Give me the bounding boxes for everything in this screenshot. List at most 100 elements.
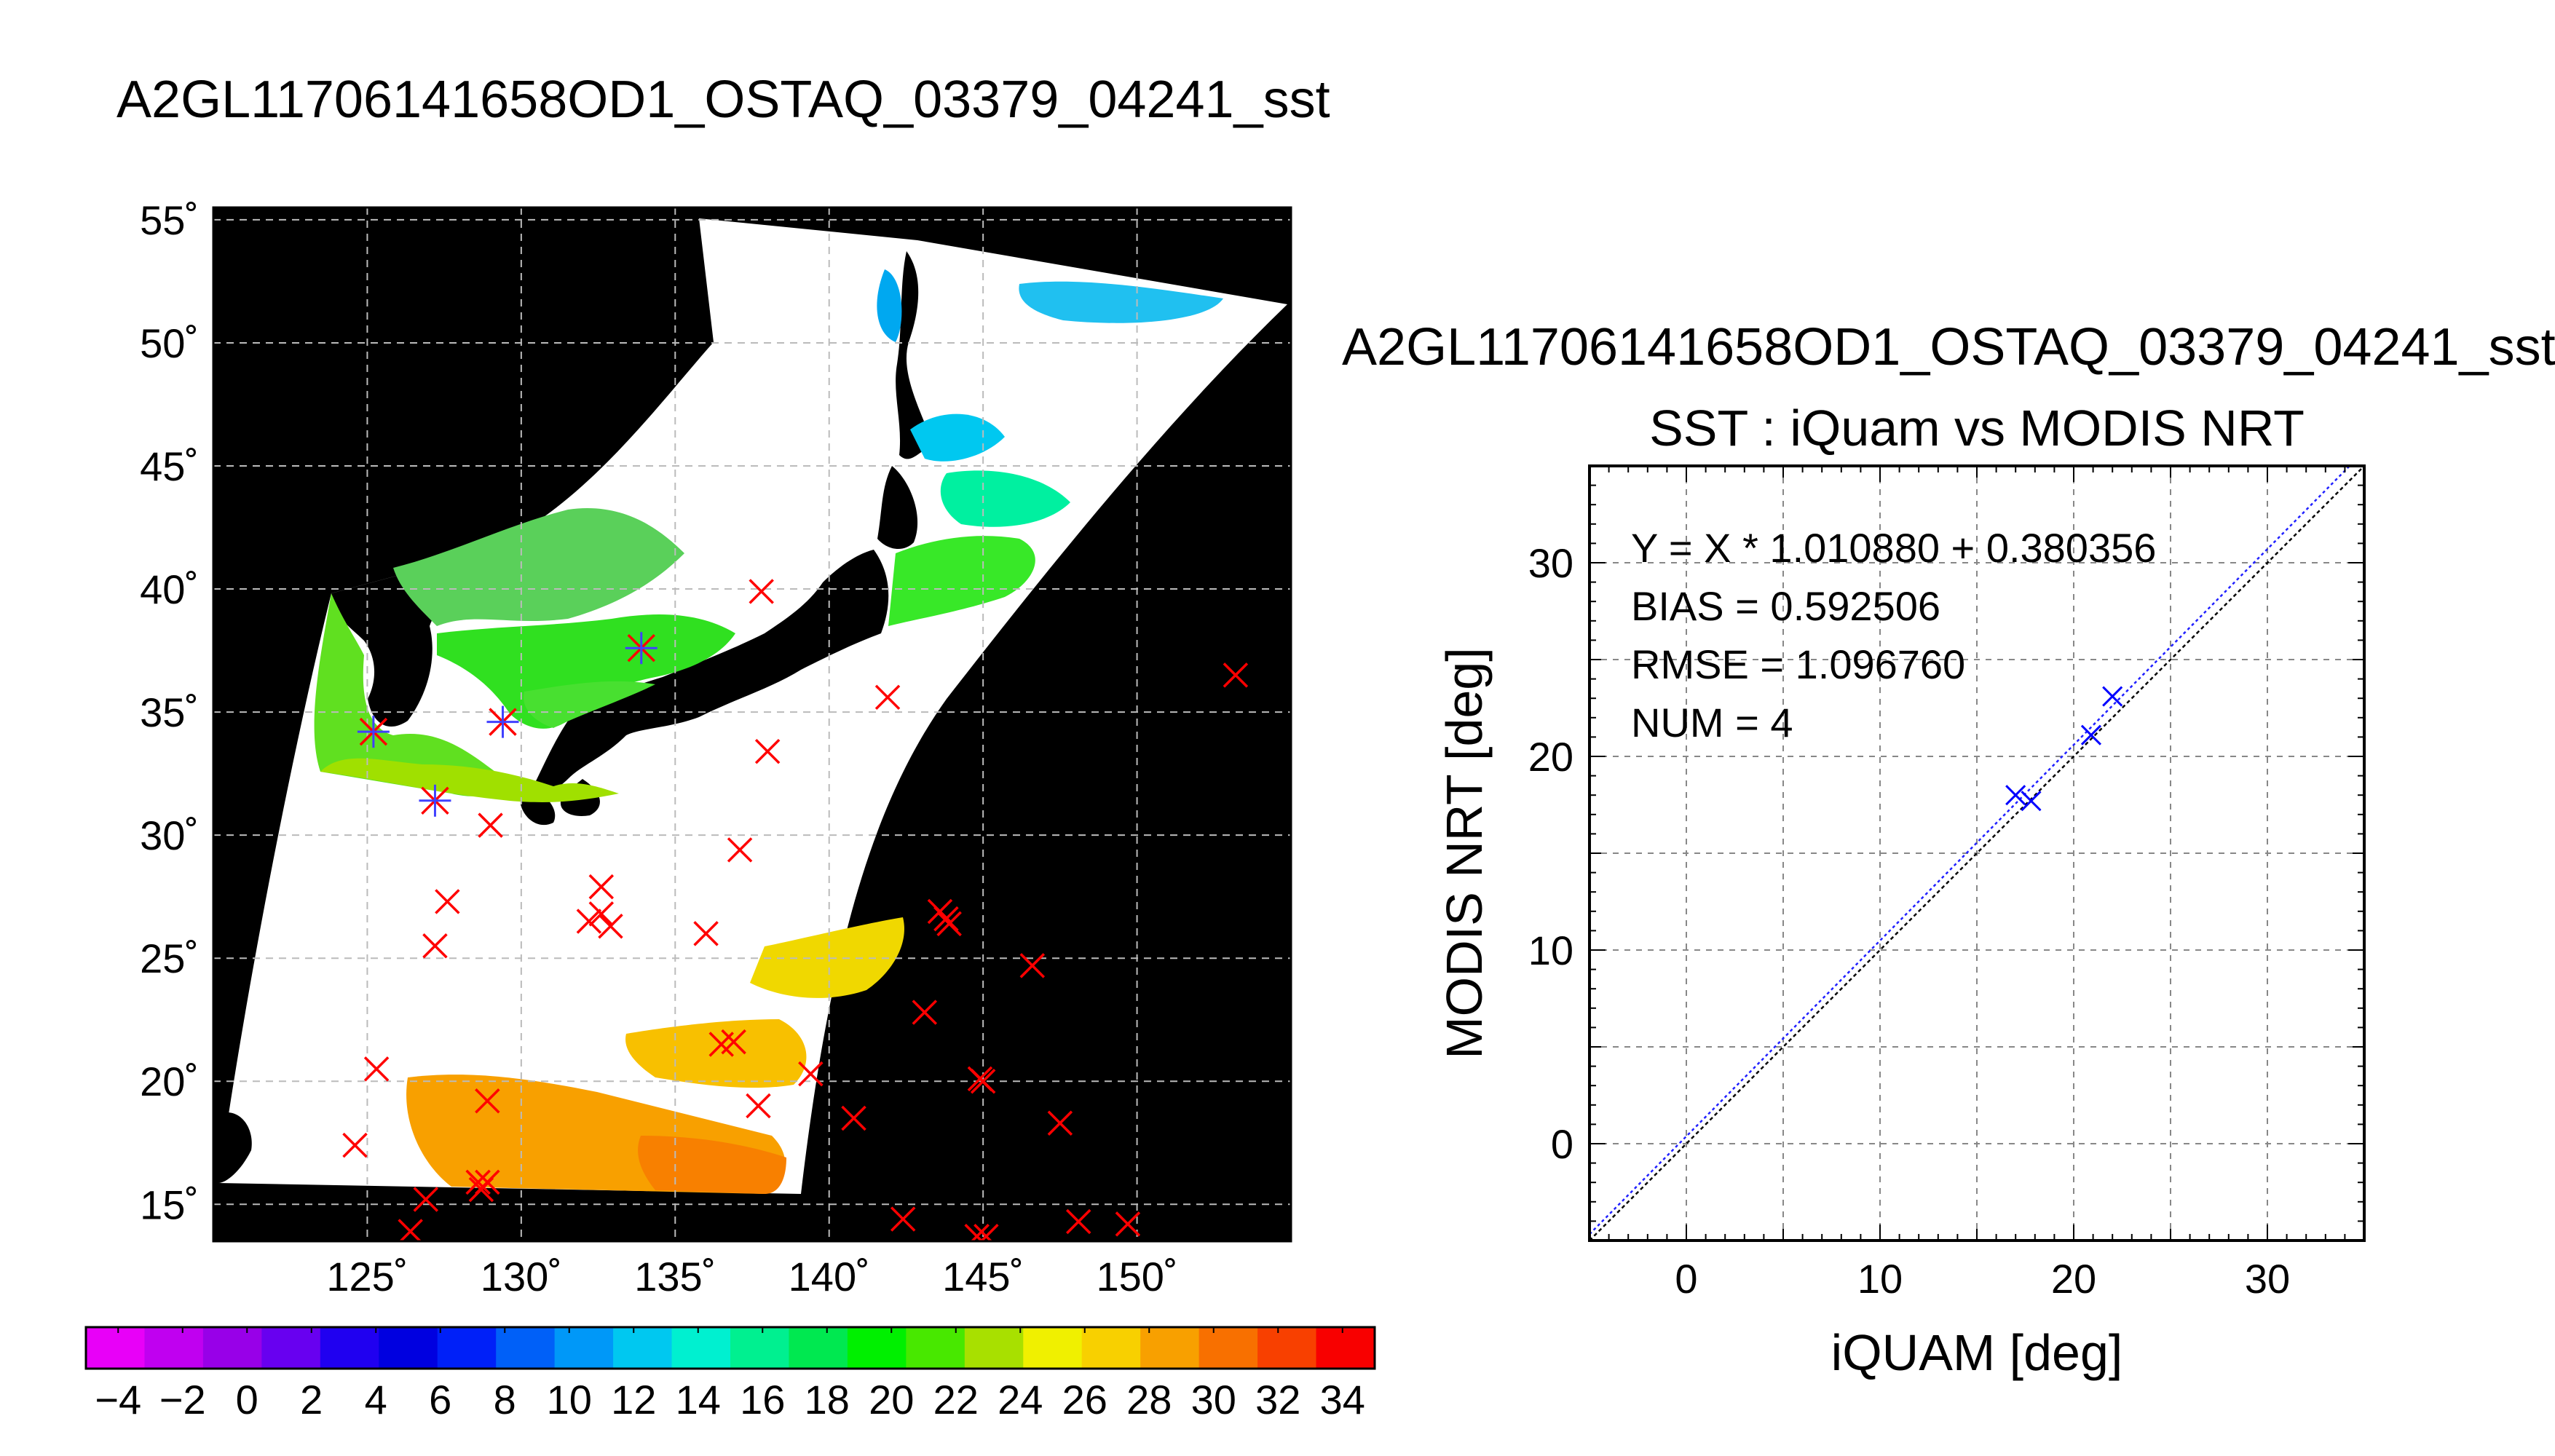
scatter-y-label: MODIS NRT [deg] <box>1436 647 1493 1059</box>
colorbar-segment <box>1140 1327 1200 1369</box>
colorbar-tick-label: 2 <box>300 1377 323 1423</box>
scatter-file-title: A2GL11706141658OD1_OSTAQ_03379_04241_sst <box>1342 318 2555 376</box>
map-lat-tick-label: 25˚ <box>140 935 199 981</box>
map-lat-tick-label: 45˚ <box>140 443 199 489</box>
scatter-x-tick-label: 10 <box>1857 1256 1903 1302</box>
iquam-marker <box>1065 1208 1091 1235</box>
iquam-marker <box>936 911 962 937</box>
iquam-marker <box>727 837 753 863</box>
iquam-marker <box>422 933 448 959</box>
colorbar-tick-label: 14 <box>676 1377 721 1423</box>
iquam-marker <box>693 921 719 946</box>
fit-stat-line: NUM = 4 <box>1631 700 1793 745</box>
map-lat-tick-label: 55˚ <box>140 197 199 243</box>
scatter-x-tick-label: 20 <box>2051 1256 2096 1302</box>
scatter-panel: SST : iQuam vs MODIS NRT Y = X * 1.01088… <box>1436 400 2366 1381</box>
iquam-marker <box>964 1224 990 1241</box>
scatter-y-tick-label: 30 <box>1528 540 1573 586</box>
map-lat-tick-label: 40˚ <box>140 566 199 612</box>
scatter-point <box>2102 686 2123 707</box>
colorbar-tick-label: 34 <box>1320 1377 1365 1423</box>
iquam-marker <box>1047 1110 1073 1136</box>
scatter-y-tick-label: 20 <box>1528 734 1573 780</box>
scatter-point <box>2021 791 2042 812</box>
map-lon-tick-label: 150˚ <box>1097 1254 1178 1299</box>
iquam-marker <box>598 914 623 939</box>
colorbar-tick-label: 12 <box>611 1377 656 1423</box>
sst-map-panel: 125˚ 130˚ 135˚ 140˚ 145˚ 150˚ 15˚ 20˚ 25˚ 30˚ 35˚ 4… <box>140 197 1292 1299</box>
colorbar-segment <box>1198 1327 1258 1369</box>
map-lon-tick-label: 145˚ <box>942 1254 1024 1299</box>
land-luzon <box>218 1112 252 1183</box>
map-lon-tick-label: 130˚ <box>481 1254 562 1299</box>
map-lon-tick-label: 125˚ <box>326 1254 408 1299</box>
iquam-marker <box>363 1056 390 1082</box>
sst-colorbar: −4 −2 0 2 4 6 8 10 12 14 16 18 20 22 24 26 28 30 32 34 <box>84 1326 1376 1423</box>
iquam-marker <box>475 1169 500 1195</box>
colorbar-segment <box>847 1327 907 1369</box>
scatter-y-tick-label: 10 <box>1528 927 1573 973</box>
map-lat-tick-label: 15˚ <box>140 1182 199 1227</box>
colorbar-frame <box>84 1326 1376 1370</box>
colorbar-tick-label: 24 <box>998 1377 1043 1423</box>
matched-marker <box>625 632 657 665</box>
colorbar-tick-label: 8 <box>494 1377 516 1423</box>
map-lat-tick-label: 50˚ <box>140 320 199 366</box>
map-grid <box>213 207 1291 1241</box>
map-lat-tick-label: 30˚ <box>140 812 199 858</box>
colorbar-tick-label: −4 <box>95 1377 141 1423</box>
iquam-marker <box>874 684 901 711</box>
iquam-marker <box>1223 662 1249 688</box>
colorbar-tick-label: 22 <box>933 1377 979 1423</box>
colorbar-segment <box>202 1327 262 1369</box>
colorbar-tick-label: 30 <box>1191 1377 1236 1423</box>
main-title: A2GL11706141658OD1_OSTAQ_03379_04241_sst <box>117 71 1330 129</box>
iquam-marker <box>974 1224 999 1241</box>
colorbar-tick-label: 10 <box>547 1377 592 1423</box>
colorbar-segment <box>1316 1327 1375 1369</box>
iquam-marker <box>588 901 615 927</box>
scatter-x-tick-label: 0 <box>1675 1256 1697 1302</box>
colorbar-tick-label: −2 <box>159 1377 206 1423</box>
colorbar-segment <box>261 1327 321 1369</box>
satellite-swath <box>218 218 1287 1194</box>
colorbar-tick-label: 16 <box>740 1377 785 1423</box>
colorbar-tick-label: 28 <box>1126 1377 1172 1423</box>
fit-stat-line: Y = X * 1.010880 + 0.380356 <box>1631 525 2156 571</box>
fit-stat-line: BIAS = 0.592506 <box>1631 583 1940 629</box>
map-lon-tick-label: 135˚ <box>634 1254 716 1299</box>
scatter-grid <box>1590 466 2364 1241</box>
map-lon-tick-label: 140˚ <box>789 1254 870 1299</box>
colorbar-tick-label: 6 <box>429 1377 451 1423</box>
iquam-marker <box>475 1088 500 1114</box>
colorbar-segment <box>1081 1327 1141 1369</box>
map-tick-labels: 125˚ 130˚ 135˚ 140˚ 145˚ 150˚ 15˚ 20˚ 25˚ 30˚ 35˚ 4… <box>140 197 1178 1299</box>
iquam-marker <box>413 1187 439 1212</box>
colorbar-segment <box>671 1327 731 1369</box>
iquam-marker <box>970 1069 996 1094</box>
colorbar-tick-label: 4 <box>365 1377 387 1423</box>
iquam-marker <box>1019 953 1046 978</box>
iquam-marker <box>754 738 781 764</box>
colorbar-segment <box>437 1327 497 1369</box>
iquam-marker <box>398 1219 423 1241</box>
iquam-marker <box>933 906 959 932</box>
scatter-x-label: iQUAM [deg] <box>1831 1324 2123 1381</box>
scatter-title: SST : iQuam vs MODIS NRT <box>1649 400 2305 456</box>
iquam-marker <box>435 889 460 914</box>
sst-yellow-sea <box>314 593 655 802</box>
colorbar-tick-label: 32 <box>1255 1377 1300 1423</box>
scatter-point <box>2080 724 2102 745</box>
map-frame <box>212 206 1292 1243</box>
matched-marker <box>486 705 519 738</box>
colorbar-segment <box>554 1327 614 1369</box>
colorbar-segment <box>964 1327 1024 1369</box>
one-to-one-line <box>1590 466 2364 1241</box>
colorbar-segment <box>730 1327 789 1369</box>
colorbar-tick-label: 26 <box>1062 1377 1107 1423</box>
map-lat-tick-label: 35˚ <box>140 689 199 735</box>
colorbar-segment <box>1023 1327 1083 1369</box>
fit-statistics: Y = X * 1.010880 + 0.380356 BIAS = 0.5925… <box>1631 525 2156 745</box>
iquam-marker <box>721 1029 746 1055</box>
